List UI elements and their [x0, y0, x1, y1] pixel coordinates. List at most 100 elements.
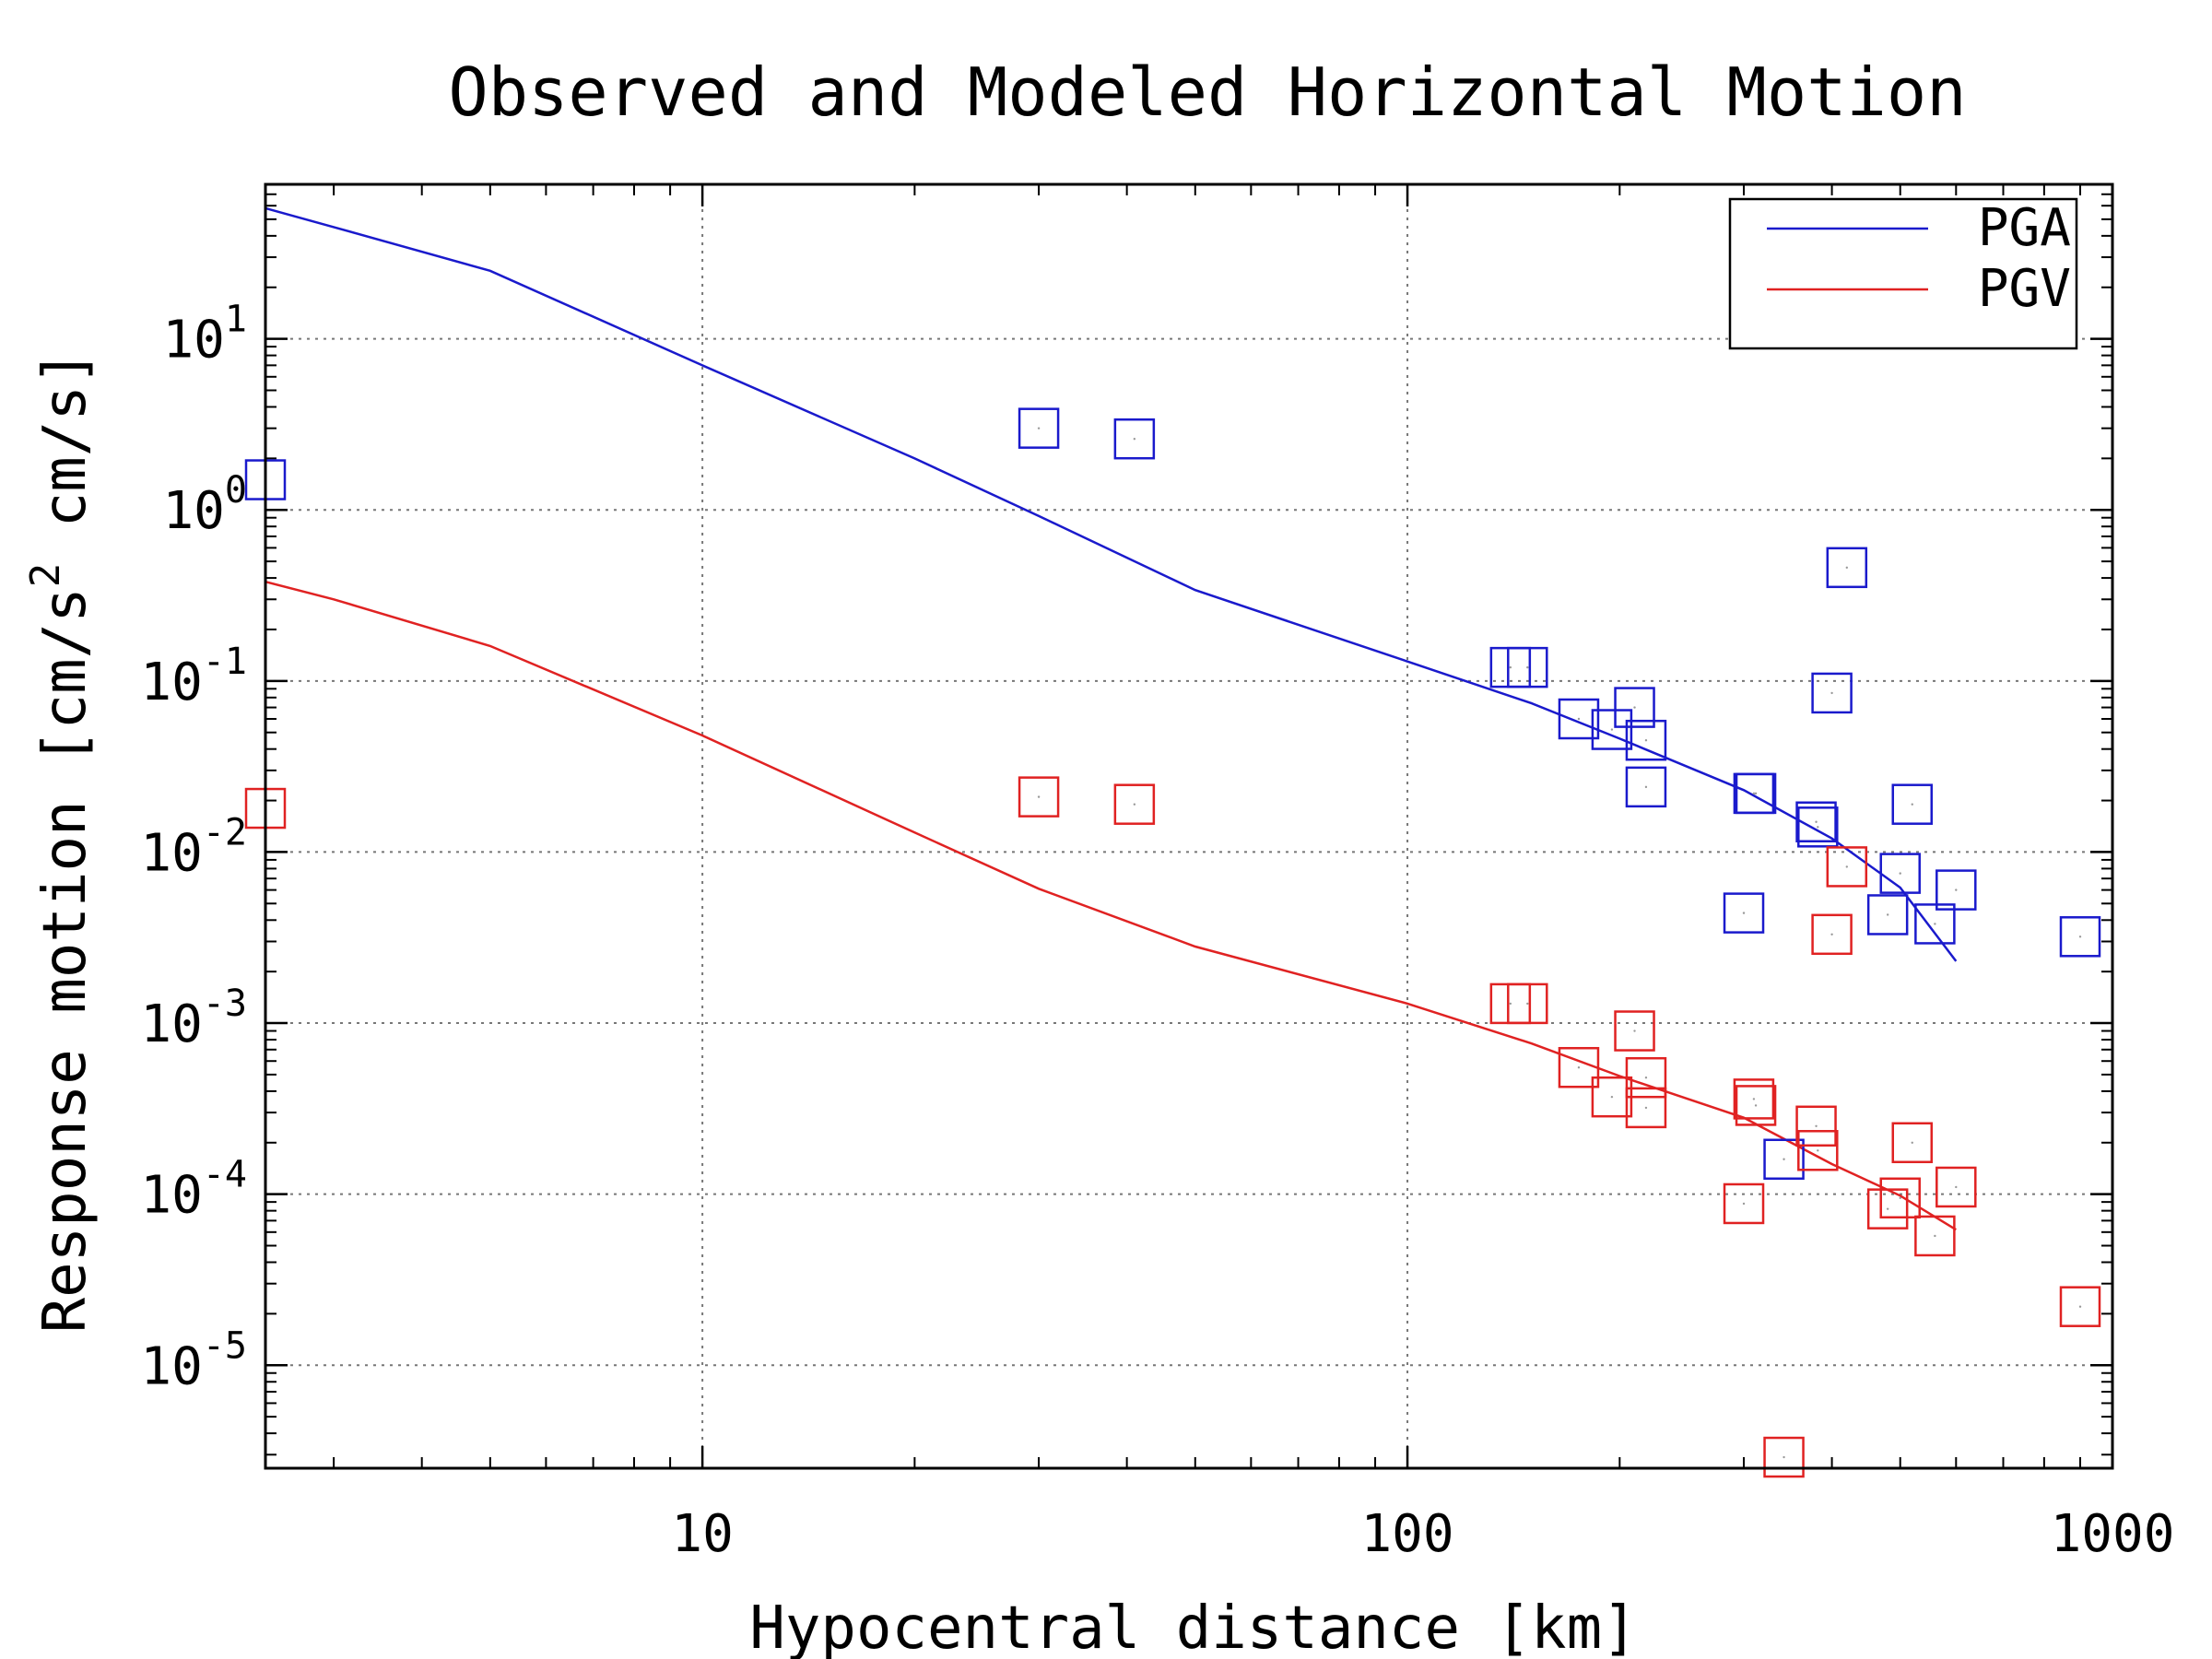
pga-observed-marker-dot: [1783, 1158, 1785, 1160]
pgv-observed-marker: [1797, 1130, 1839, 1171]
legend-label-pga: PGA: [1978, 198, 2071, 258]
pga-observed-marker-dot: [2078, 935, 2082, 938]
pga-observed-marker: [1826, 547, 1868, 589]
pga-observed-marker: [1625, 766, 1667, 808]
pgv-observed-marker-dot: [1644, 1077, 1648, 1079]
pga-observed-marker: [1879, 853, 1921, 894]
pga-observed-marker: [1507, 646, 1548, 688]
y-tick-labels: 101 100 10-1 10-2 10-3 10-4 10-5: [140, 299, 247, 1397]
pgv-observed-marker-dot: [1934, 1234, 1936, 1238]
pgv-observed-marker-dot: [1752, 1098, 1756, 1100]
pga-observed-marker: [1866, 894, 1909, 935]
y-tick-label: 10-3: [140, 982, 247, 1054]
pgv-observed-marker: [1625, 1087, 1667, 1129]
ticks: [265, 184, 2114, 1468]
pga-observed-marker-dot: [1526, 665, 1529, 669]
chart-title: Observed and Modeled Horizontal Motion: [448, 53, 1966, 131]
pga-observed-marker-dot: [1633, 706, 1636, 709]
pgv-observed-marker: [1614, 1010, 1655, 1052]
pga-observed-marker-dot: [1934, 923, 1936, 925]
pgv-observed-marker-dot: [1644, 1106, 1648, 1110]
pgv-observed-marker: [1113, 783, 1156, 825]
pga-observed-marker-dot: [1899, 872, 1901, 875]
pga-observed-marker-dot: [1911, 803, 1913, 806]
y-tick-label: 101: [162, 299, 247, 371]
x-axis-label: Hypocentral distance [km]: [749, 1594, 1637, 1659]
pgv-observed-marker: [1723, 1182, 1765, 1225]
pga-observed-marker: [1113, 418, 1156, 460]
y-axis-label-sup: 2: [22, 563, 69, 588]
legend-box: [1728, 197, 2078, 350]
pgv-observed-marker: [1763, 1436, 1805, 1478]
pga-observed-marker-dot: [1577, 717, 1581, 721]
y-axis-label-tail: cm/s]: [31, 350, 100, 563]
pgv-observed-marker-dot: [1899, 1196, 1901, 1199]
legend-label-pgv: PGV: [1978, 259, 2071, 319]
pgv-observed-marker-dot: [1509, 1002, 1512, 1006]
pgv-observed-marker: [1866, 1188, 1909, 1230]
pga-observed-marker: [1936, 869, 1977, 911]
series-layer: [244, 206, 2101, 1478]
x-tick-label: 10: [671, 1504, 733, 1564]
y-tick-label: 100: [162, 469, 247, 541]
y-axis-label: Response motion [cm/s2 cm/s]: [22, 350, 100, 1334]
pga-observed-marker-dot: [1830, 691, 1833, 695]
pga-observed-marker: [2059, 916, 2101, 958]
pga-observed-marker: [1018, 407, 1060, 449]
x-tick-labels: 10 100 1000: [671, 1504, 2174, 1564]
pgv-observed-marker-dot: [1845, 865, 1849, 868]
pgv-observed-marker: [1914, 1215, 1956, 1257]
pgv-observed-marker: [1879, 1177, 1921, 1219]
pgv-observed-marker-dot: [1817, 1149, 1819, 1152]
pgv-observed-marker: [1811, 913, 1853, 956]
pga-observed-marker-dot: [1754, 792, 1758, 795]
pga-observed-marker: [1795, 801, 1837, 843]
pga-observed-marker-dot: [1509, 665, 1512, 669]
pgv-observed-marker-dot: [1830, 933, 1833, 936]
pgv-observed-marker-dot: [1742, 1202, 1746, 1206]
grid: [265, 184, 2112, 1468]
x-tick-label: 1000: [2051, 1504, 2175, 1564]
pga-observed-marker-dot: [1955, 888, 1958, 891]
y-tick-label: 10-2: [140, 811, 247, 883]
pga-observed-marker: [1723, 892, 1765, 934]
pgv-observed-marker-dot: [1955, 1185, 1958, 1189]
pga-observed-marker: [1811, 672, 1853, 714]
pgv-observed-marker-dot: [1526, 1002, 1529, 1006]
pgv-observed-marker: [2059, 1286, 2101, 1327]
pgv-observed-marker-dot: [1610, 1095, 1614, 1099]
pgv-observed-marker-dot: [2078, 1305, 2082, 1308]
pgv-observed-marker: [1558, 1046, 1600, 1088]
x-tick-label: 100: [1360, 1504, 1453, 1564]
pga-observed-marker: [1797, 806, 1839, 848]
pgv-observed-marker: [1733, 1078, 1775, 1120]
pgv-observed-marker: [1735, 1085, 1777, 1126]
pgv-line: [265, 580, 1957, 1231]
y-tick-label: 10-5: [140, 1324, 247, 1396]
pga-observed-marker: [1614, 687, 1655, 728]
pga-observed-marker-dot: [1752, 792, 1756, 795]
pga-observed-marker-dot: [1886, 913, 1889, 916]
pgv-observed-marker-dot: [1886, 1207, 1889, 1210]
pga-observed-marker-dot: [1742, 912, 1746, 914]
pga-observed-marker-dot: [1610, 728, 1614, 731]
pgv-observed-marker: [1018, 776, 1060, 818]
pgv-observed-marker-dot: [1133, 803, 1136, 806]
pgv-observed-marker-dot: [1783, 1455, 1785, 1459]
pga-observed-marker: [1735, 772, 1777, 815]
pga-observed-marker-dot: [1133, 438, 1136, 441]
pgv-observed-marker-dot: [1911, 1141, 1913, 1144]
pgv-observed-marker-dot: [1633, 1030, 1636, 1032]
pga-observed-marker-dot: [1817, 826, 1819, 829]
pga-observed-marker: [1558, 698, 1600, 740]
pgv-observed-marker-dot: [1577, 1066, 1581, 1069]
pgv-observed-marker: [1507, 982, 1548, 1025]
pga-observed-marker: [1763, 1138, 1805, 1181]
pgv-observed-marker-dot: [1815, 1124, 1818, 1127]
pga-observed-marker-dot: [1644, 738, 1648, 742]
plot-frame: [264, 182, 2114, 1470]
y-axis-label-main: Response motion [cm/s: [31, 587, 100, 1333]
y-tick-label: 10-1: [140, 641, 247, 712]
